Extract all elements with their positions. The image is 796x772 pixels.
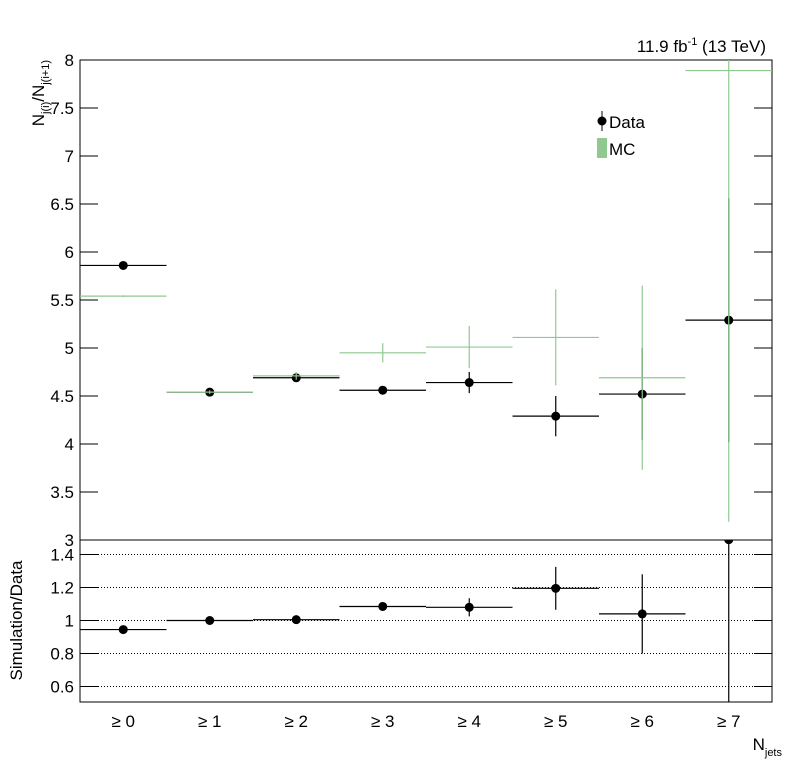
data-point <box>378 385 388 395</box>
y-tick-label: 3.5 <box>50 483 74 502</box>
y-tick-label: 7.5 <box>50 99 74 118</box>
y-tick-label: 4.5 <box>50 387 74 406</box>
data-point <box>637 609 647 619</box>
y-tick-label: 6.5 <box>50 195 74 214</box>
x-axis-label-part: N <box>753 735 765 754</box>
y-tick-label: 5 <box>65 339 74 358</box>
annotation: 11.9 fb-1 (13 TeV) <box>637 36 766 56</box>
annotation-part: 11.9 fb <box>637 37 688 56</box>
y-tick-label: 4 <box>65 435 74 454</box>
data-point <box>118 260 128 270</box>
annotation-part: -1 <box>688 36 698 48</box>
y-tick-label: 6 <box>65 243 74 262</box>
data-point <box>378 601 388 611</box>
x-tick-label: ≥ 2 <box>284 712 308 731</box>
x-tick-label: ≥ 1 <box>198 712 222 731</box>
legend-label: MC <box>609 140 635 159</box>
y-axis-label-part: N <box>29 114 48 126</box>
data-point <box>551 411 561 421</box>
y-tick-label: 7 <box>65 147 74 166</box>
y-tick-label: 0.8 <box>50 645 74 664</box>
plot-frame <box>79 59 773 541</box>
x-tick-label: ≥ 3 <box>371 712 395 731</box>
y-tick-label: 8 <box>65 51 74 70</box>
y-tick-label: 5.5 <box>50 291 74 310</box>
data-point <box>464 602 474 612</box>
y-tick-label: 0.6 <box>50 678 74 697</box>
data-point <box>464 378 474 388</box>
x-tick-label: ≥ 5 <box>544 712 568 731</box>
y-axis-label-part: /N <box>29 85 48 102</box>
annotation-part: (13 TeV) <box>697 37 766 56</box>
y-axis-label-part: j(i+1) <box>40 60 52 86</box>
x-tick-label: ≥ 4 <box>457 712 481 731</box>
x-axis-label-part: jets <box>764 747 783 759</box>
legend-marker <box>597 138 607 158</box>
data-point <box>551 583 561 593</box>
x-tick-label: ≥ 6 <box>630 712 654 731</box>
x-axis-label: Njets <box>753 735 783 759</box>
y-axis-label: Nj(i)/Nj(i+1) <box>29 60 52 126</box>
y-axis-label-part: j(i) <box>40 102 52 115</box>
y-tick-label: 1.2 <box>50 579 74 598</box>
x-tick-label: ≥ 7 <box>717 712 741 731</box>
legend-marker <box>597 116 607 126</box>
legend-label: Data <box>609 113 645 132</box>
x-tick-label: ≥ 0 <box>111 712 135 731</box>
data-point <box>724 540 734 545</box>
main-plot <box>80 60 772 522</box>
y-tick-label: 1.4 <box>50 546 74 565</box>
y-tick-label: 1 <box>65 612 74 631</box>
y-axis-label: Simulation/Data <box>7 560 26 681</box>
data-point <box>291 615 301 625</box>
y-tick-label: 3 <box>65 531 74 550</box>
data-point <box>118 625 128 635</box>
